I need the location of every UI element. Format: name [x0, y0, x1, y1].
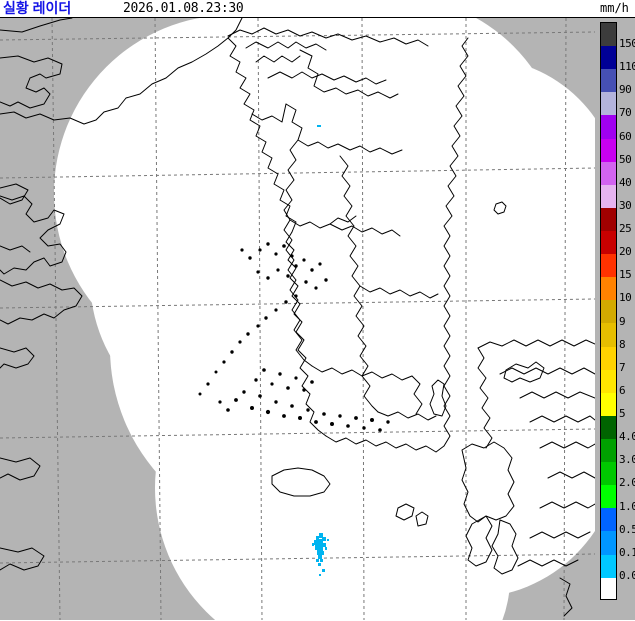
legend-unit-label: mm/h	[600, 1, 629, 15]
legend-tick-label: 7	[619, 360, 626, 374]
legend-panel: 150 110 90 70 60 50 40 30 25 20 15 10 9 8 7 6 5 4.0 3.0 2.0…	[595, 17, 635, 620]
colorbar-segment	[601, 184, 616, 208]
colorbar-segment	[601, 23, 616, 47]
coastlines	[0, 18, 595, 617]
colorbar-segment	[601, 161, 616, 185]
legend-tick-label: 60	[619, 129, 632, 143]
colorbar-segment	[601, 369, 616, 393]
colorbar-segment	[601, 392, 616, 416]
legend-tick-label: 0.1	[619, 545, 635, 559]
legend-tick-label: 5	[619, 407, 626, 421]
colorbar-segment	[601, 346, 616, 370]
legend-tick-label: 2.0	[619, 476, 635, 490]
legend-tick-label: 3.0	[619, 453, 635, 467]
colorbar-segment	[601, 485, 616, 509]
jeju-south-echo	[312, 533, 329, 576]
colorbar-segment	[601, 254, 616, 278]
colorbar-segment	[601, 531, 616, 555]
map-canvas	[0, 18, 595, 620]
legend-tick-label: 70	[619, 106, 632, 120]
legend-tick-label: 0.5	[619, 522, 635, 536]
legend-tick-label: 4.0	[619, 430, 635, 444]
colorbar-segment	[601, 46, 616, 70]
legend-tick-label: 25	[619, 222, 632, 236]
observation-timestamp: 2026.01.08.23:30	[123, 1, 244, 16]
legend-tick-label: 6	[619, 383, 626, 397]
legend-tick-label: 150	[619, 37, 635, 51]
colorbar-segment	[601, 462, 616, 486]
colorbar-segment	[601, 508, 616, 532]
legend-tick-label: 110	[619, 60, 635, 74]
colorbar-segment	[601, 207, 616, 231]
colorbar-segment	[601, 415, 616, 439]
colorbar-segment	[601, 438, 616, 463]
colorbar-segment	[601, 230, 616, 255]
province-borders	[251, 49, 439, 421]
legend-tick-label: 15	[619, 268, 632, 282]
colorbar-segment	[601, 92, 616, 116]
colorbar-segment	[601, 300, 616, 324]
colorbar-segment	[601, 554, 616, 578]
legend-tick-label: 90	[619, 83, 632, 97]
radar-coverage-area	[0, 18, 595, 620]
colorbar-segment	[601, 277, 616, 301]
graticule	[0, 18, 595, 620]
colorbar-segment	[601, 115, 616, 139]
colorbar-segment	[601, 138, 616, 162]
rainfall-rate-colorbar	[600, 22, 617, 600]
legend-tick-label: 9	[619, 314, 626, 328]
legend-tick-labels: 150 110 90 70 60 50 40 30 25 20 15 10 9 8 7 6 5 4.0 3.0 2.0…	[619, 18, 635, 621]
legend-tick-label: 30	[619, 198, 632, 212]
legend-tick-label: 10	[619, 291, 632, 305]
legend-tick-label: 1.0	[619, 499, 635, 513]
legend-tick-label: 0.0	[619, 568, 635, 582]
radar-map[interactable]	[0, 17, 595, 620]
legend-tick-label: 50	[619, 152, 632, 166]
header-bar: 실황 레이더 2026.01.08.23:30 mm/h	[0, 0, 635, 17]
colorbar-segment	[601, 69, 616, 93]
legend-tick-label: 8	[619, 337, 626, 351]
gyeonggi-echo	[317, 125, 321, 127]
colorbar-segment	[601, 577, 616, 599]
colorbar-segment	[601, 323, 616, 347]
legend-tick-label: 40	[619, 175, 632, 189]
legend-tick-label: 20	[619, 245, 632, 259]
page-title: 실황 레이더	[3, 0, 72, 16]
radar-echo-layer	[312, 125, 329, 576]
